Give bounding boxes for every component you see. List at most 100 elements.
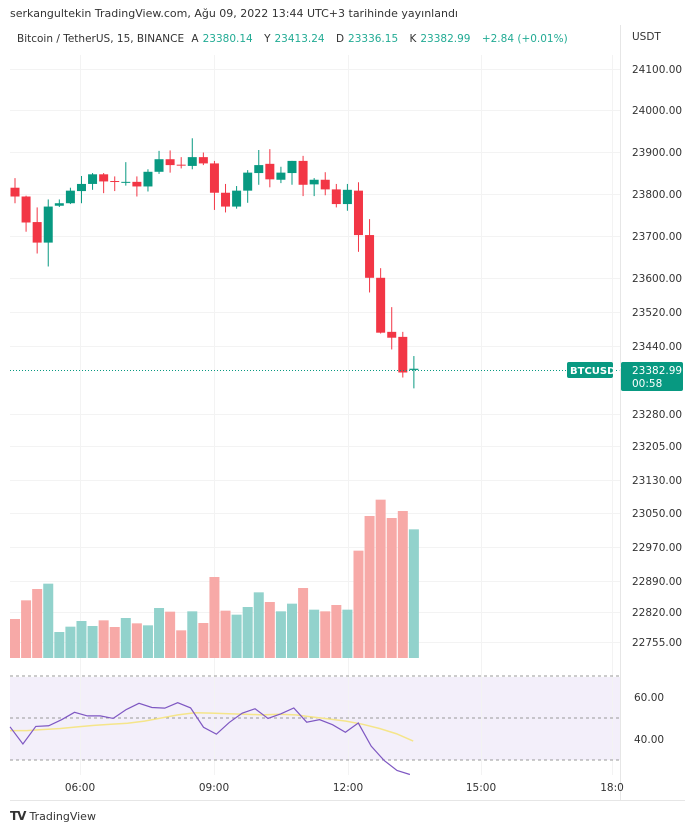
candle-body bbox=[65, 190, 75, 204]
close-label: K bbox=[409, 33, 417, 45]
open-value: 23380.14 bbox=[202, 33, 253, 45]
candle-body bbox=[10, 187, 20, 197]
time-tick-label: 09:00 bbox=[199, 782, 229, 794]
time-tick-label: 15:00 bbox=[466, 782, 496, 794]
candle-body bbox=[243, 172, 253, 191]
rsi-ma-line bbox=[10, 711, 414, 742]
candle-body bbox=[121, 181, 131, 183]
currency-label: USDT bbox=[632, 31, 661, 43]
candle-body bbox=[154, 159, 164, 172]
volume-bar bbox=[397, 511, 408, 658]
price-tick-label: 24000.00 bbox=[632, 105, 682, 117]
volume-bar bbox=[165, 611, 176, 658]
time-tick-label: 18:0 bbox=[600, 782, 624, 794]
volume-bar bbox=[275, 611, 286, 658]
volume-bar bbox=[242, 607, 253, 658]
candle-body bbox=[320, 179, 330, 190]
volume-bar bbox=[43, 583, 54, 658]
price-tick-label: 23900.00 bbox=[632, 147, 682, 159]
volume-bar bbox=[253, 592, 264, 658]
candles bbox=[10, 138, 419, 389]
tv-logo-icon: 𝗧𝗩 bbox=[10, 809, 27, 823]
symbol-name[interactable]: Bitcoin / TetherUS, 15, BINANCE bbox=[17, 33, 185, 45]
publish-info: serkangultekin TradingView.com, Ağu 09, … bbox=[10, 7, 458, 20]
rsi-tick-label: 60.00 bbox=[634, 692, 664, 704]
volume-bar bbox=[87, 626, 98, 658]
price-tick-label: 22970.00 bbox=[632, 542, 682, 554]
volume-bar bbox=[331, 605, 342, 658]
change-value: +2.84 (+0.01%) bbox=[481, 33, 568, 45]
volume-bar bbox=[198, 623, 209, 658]
volume-bar bbox=[298, 588, 309, 658]
candle-body bbox=[43, 206, 53, 243]
price-tick-label: 22820.00 bbox=[632, 607, 682, 619]
high-label: Y bbox=[264, 33, 271, 45]
candle-body bbox=[209, 163, 219, 193]
high-value: 23413.24 bbox=[274, 33, 325, 45]
price-tag bbox=[621, 362, 683, 391]
volume-bar bbox=[176, 630, 187, 658]
candle-body bbox=[298, 160, 308, 185]
symbol-legend: Bitcoin / TetherUS, 15, BINANCE A 23380.1… bbox=[17, 33, 572, 45]
volume-bar bbox=[220, 610, 231, 658]
rsi-pane: 60.00 40.00 bbox=[9, 675, 664, 776]
candle-body bbox=[342, 189, 352, 205]
time-tick-label: 06:00 bbox=[65, 782, 95, 794]
volume-bar bbox=[375, 499, 386, 658]
time-tick-label: 12:00 bbox=[333, 782, 363, 794]
volume-bar bbox=[98, 620, 109, 658]
price-tick-label: 23520.00 bbox=[632, 307, 682, 319]
volume-pane bbox=[10, 499, 419, 658]
candle-body bbox=[32, 222, 42, 243]
candle-body bbox=[21, 196, 31, 223]
open-label: A bbox=[191, 33, 199, 45]
candle-body bbox=[143, 171, 153, 187]
price-tick-label: 22890.00 bbox=[632, 576, 682, 588]
candle-body bbox=[287, 160, 297, 174]
candle-body bbox=[110, 181, 120, 183]
candle-body bbox=[376, 277, 386, 333]
candle-body bbox=[132, 181, 142, 187]
volume-bar bbox=[65, 626, 76, 658]
time-axis[interactable]: 06:00 09:00 12:00 15:00 18:0 bbox=[65, 782, 624, 794]
volume-bar bbox=[21, 600, 32, 658]
candle-body bbox=[232, 190, 242, 207]
price-tick-label: 23700.00 bbox=[632, 231, 682, 243]
volume-bar bbox=[154, 608, 165, 658]
tradingview-logo[interactable]: 𝗧𝗩 TradingView bbox=[10, 809, 96, 823]
rsi-tick-label: 40.00 bbox=[634, 734, 664, 746]
candle-body bbox=[221, 192, 231, 207]
price-tick-label: 23205.00 bbox=[632, 441, 682, 453]
price-tick-label: 23800.00 bbox=[632, 189, 682, 201]
price-tick-label: 23440.00 bbox=[632, 341, 682, 353]
candle-body bbox=[331, 189, 341, 205]
price-tick-label: 24100.00 bbox=[632, 64, 682, 76]
volume-bar bbox=[142, 625, 153, 658]
candle-body bbox=[76, 183, 86, 192]
volume-bar bbox=[264, 602, 275, 658]
candle-body bbox=[176, 164, 186, 166]
candle-body bbox=[276, 172, 286, 180]
price-tick-label: 23600.00 bbox=[632, 273, 682, 285]
volume-bar bbox=[408, 529, 419, 658]
candle-body bbox=[254, 165, 264, 174]
brand-name: TradingView bbox=[29, 809, 96, 823]
countdown: 00:58 bbox=[632, 378, 662, 390]
volume-bar bbox=[209, 577, 220, 658]
volume-bar bbox=[32, 589, 43, 658]
candle-body bbox=[88, 174, 98, 184]
candle-body bbox=[165, 159, 175, 166]
price-tick-label: 23130.00 bbox=[632, 475, 682, 487]
close-value: 23382.99 bbox=[420, 33, 471, 45]
price-axis[interactable]: USDT 24100.00 24000.00 23900.00 23800.00 237… bbox=[632, 31, 682, 649]
volume-bar bbox=[76, 621, 87, 658]
candle-body bbox=[365, 235, 375, 278]
candle-body bbox=[398, 336, 408, 373]
symbol-tag-text: BTCUSDT bbox=[570, 366, 622, 377]
volume-bar bbox=[386, 518, 397, 658]
price-tick-label: 23050.00 bbox=[632, 508, 682, 520]
candle-body bbox=[198, 157, 208, 164]
volume-bar bbox=[187, 611, 198, 658]
